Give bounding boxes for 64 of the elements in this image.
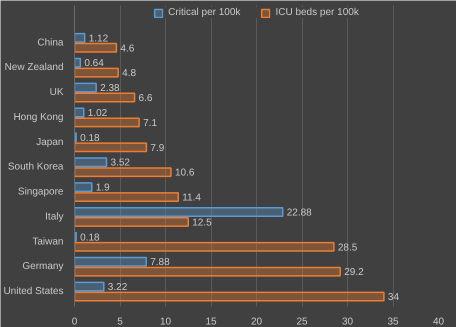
bar	[74, 167, 172, 178]
x-tick-label: 15	[205, 316, 217, 327]
y-tick-label: Germany	[22, 261, 64, 272]
x-tick-label: 35	[387, 316, 399, 327]
bar	[74, 68, 119, 78]
bar	[74, 117, 140, 128]
y-tick-label: South Korea	[8, 162, 64, 173]
data-label: 0.64	[84, 58, 104, 70]
x-tick-label: 5	[117, 316, 124, 327]
data-label: 4.8	[122, 68, 137, 80]
data-label: 28.5	[338, 242, 358, 254]
data-label: 7.9	[150, 142, 165, 154]
data-label: 0.18	[80, 132, 100, 144]
data-label: 1.9	[96, 182, 110, 194]
data-label: 3.22	[108, 282, 128, 294]
bar	[74, 266, 341, 277]
data-label: 7.1	[143, 118, 158, 129]
bar	[74, 42, 118, 53]
x-tick-label: 0	[72, 316, 78, 327]
bar	[74, 206, 284, 217]
data-label: 0.18	[80, 232, 100, 244]
x-tick-label: 25	[296, 316, 308, 327]
data-label: 6.6	[138, 93, 153, 104]
bar	[74, 58, 82, 68]
legend-label: ICU beds per 100k	[275, 7, 359, 18]
data-label: 1.02	[88, 108, 108, 119]
data-label: 7.88	[150, 257, 170, 268]
x-tick-label: 10	[160, 316, 172, 327]
bar	[74, 92, 136, 103]
y-tick-label: Singapore	[18, 186, 64, 198]
legend-label: Critical per 100k	[168, 7, 240, 18]
bar	[74, 242, 335, 252]
y-tick-label: United States	[3, 286, 64, 298]
data-label: 10.6	[174, 168, 195, 179]
y-tick-label: China	[37, 37, 64, 48]
bar	[74, 282, 105, 292]
bar	[74, 142, 148, 152]
data-label: 1.12	[88, 33, 109, 44]
bar	[74, 82, 97, 93]
data-label: 3.52	[110, 158, 130, 169]
bar	[74, 32, 86, 43]
data-label: 29.2	[344, 267, 364, 278]
bar	[74, 292, 385, 302]
data-label: 11.4	[182, 192, 202, 204]
y-tick-label: Japan	[36, 136, 64, 148]
y-tick-label: UK	[50, 87, 64, 98]
x-tick-label: 20	[250, 316, 262, 327]
y-tick-label: New Zealand	[4, 62, 64, 74]
data-label: 2.38	[100, 83, 120, 94]
bar	[74, 107, 85, 118]
x-tick-label: 40	[432, 316, 444, 327]
data-label: 4.6	[120, 43, 135, 54]
bar	[74, 216, 189, 227]
bar	[74, 157, 108, 168]
y-tick-label: Taiwan	[32, 236, 64, 248]
data-label: 12.5	[192, 217, 212, 228]
y-tick-label: Italy	[45, 211, 64, 222]
x-tick-label: 30	[342, 316, 354, 327]
y-tick-label: Hong Kong	[13, 112, 64, 123]
bar	[74, 182, 93, 192]
bar	[74, 256, 147, 267]
data-label: 34	[388, 292, 400, 304]
data-label: 22.88	[286, 207, 312, 218]
bar	[74, 192, 179, 202]
